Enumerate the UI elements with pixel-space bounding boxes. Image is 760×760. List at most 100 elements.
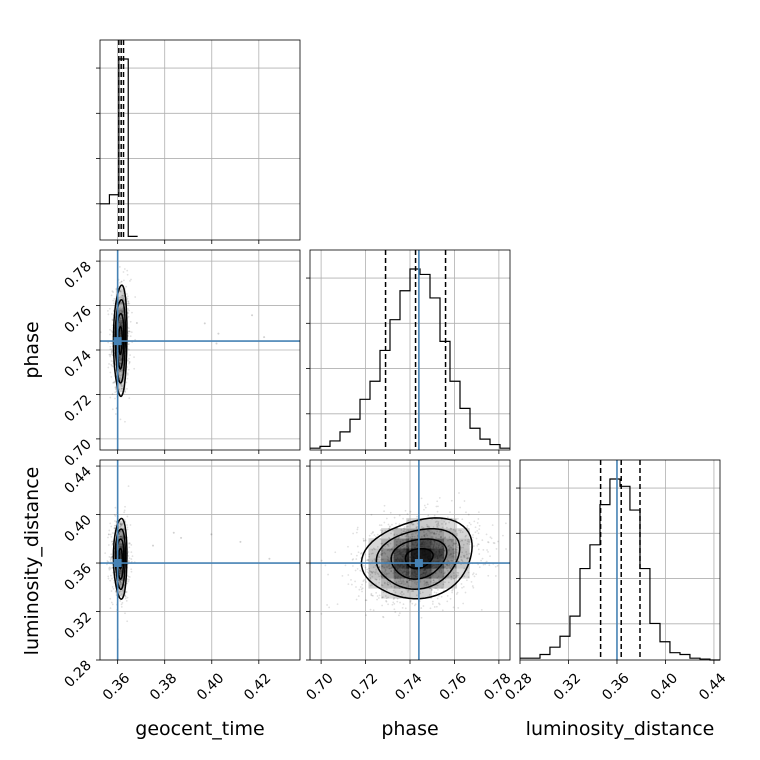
sample-point xyxy=(108,529,111,532)
sample-point xyxy=(122,310,125,313)
sample-point xyxy=(113,526,116,529)
sample-point xyxy=(420,541,422,544)
sample-point xyxy=(120,543,123,546)
sample-point xyxy=(377,573,380,576)
sample-point xyxy=(108,353,111,356)
sample-point xyxy=(448,536,451,539)
x-tick-label-luminosity-distance: 0.32 xyxy=(551,670,584,703)
sample-point xyxy=(400,553,403,556)
sample-point xyxy=(127,559,130,562)
sample-point xyxy=(344,564,347,567)
sample-point xyxy=(423,545,426,548)
sample-point xyxy=(411,535,414,538)
sample-point xyxy=(411,572,413,575)
sample-point xyxy=(372,547,375,550)
sample-point xyxy=(426,503,429,506)
sample-point xyxy=(429,558,431,561)
sample-point xyxy=(424,569,427,572)
y-tick-label-phase: 0.78 xyxy=(61,259,94,292)
sample-point xyxy=(446,569,449,572)
sample-point xyxy=(106,309,109,312)
histogram-geocent-time xyxy=(100,58,138,237)
sample-point xyxy=(436,577,439,579)
sample-point xyxy=(435,592,438,594)
sample-point xyxy=(440,536,442,539)
sample-point xyxy=(505,548,507,550)
sample-point xyxy=(436,530,439,533)
sample-point xyxy=(120,311,123,313)
sample-point xyxy=(408,572,411,575)
sample-point xyxy=(390,567,393,570)
sample-point xyxy=(427,525,430,528)
sample-point xyxy=(123,279,125,282)
sample-point xyxy=(404,550,407,553)
sample-point xyxy=(123,509,126,512)
sample-point xyxy=(110,540,113,543)
sample-point xyxy=(468,557,470,560)
sample-point xyxy=(444,523,447,526)
sample-point xyxy=(382,591,385,594)
sample-point xyxy=(113,381,115,384)
sample-point xyxy=(392,529,394,532)
sample-point xyxy=(119,317,122,320)
sample-point xyxy=(402,548,405,551)
density-cell xyxy=(418,588,432,599)
sample-point xyxy=(396,556,399,559)
sample-point xyxy=(425,571,428,574)
hist-panel-phase xyxy=(309,249,511,451)
sample-point xyxy=(415,544,418,547)
sample-point xyxy=(109,354,112,356)
sample-point xyxy=(390,570,393,573)
sample-point xyxy=(119,324,122,327)
sample-point xyxy=(464,535,467,538)
sample-point xyxy=(388,527,391,530)
sample-point xyxy=(412,523,415,526)
density-cell xyxy=(381,568,395,579)
sample-point xyxy=(122,537,124,540)
sample-point xyxy=(485,533,488,536)
sample-point xyxy=(118,388,121,391)
sample-point xyxy=(114,515,117,517)
sample-point xyxy=(422,529,425,532)
sample-point xyxy=(118,370,121,373)
sample-point xyxy=(412,560,415,563)
y-tick-label-luminosity-distance: 0.28 xyxy=(61,658,94,691)
density-cell xyxy=(406,548,420,559)
sample-point xyxy=(405,535,408,537)
sample-point xyxy=(427,583,430,586)
scatter-panel-geocent-time-phase xyxy=(99,249,301,451)
sample-point xyxy=(415,554,418,557)
density-cell xyxy=(381,588,395,599)
density-cell xyxy=(120,573,126,582)
sample-point xyxy=(422,545,424,547)
sample-point xyxy=(410,571,413,574)
sample-point xyxy=(404,567,406,570)
sample-point xyxy=(130,278,132,281)
sample-point xyxy=(370,570,373,573)
sample-point xyxy=(127,348,130,351)
sample-point xyxy=(444,581,446,584)
sample-point xyxy=(203,322,206,325)
sample-point xyxy=(396,534,398,536)
sample-point xyxy=(121,387,123,390)
sample-point xyxy=(108,307,111,310)
sample-point xyxy=(130,551,133,554)
sample-point xyxy=(437,602,440,605)
sample-point xyxy=(409,556,412,559)
sample-point xyxy=(121,294,123,297)
sample-point xyxy=(425,583,428,585)
sample-point xyxy=(464,591,467,594)
sample-point xyxy=(371,549,374,551)
density-cell xyxy=(406,568,420,579)
sample-point xyxy=(421,542,423,544)
sample-point xyxy=(423,554,426,557)
sample-point xyxy=(432,545,435,548)
sample-point xyxy=(461,539,463,542)
sample-point xyxy=(406,545,408,547)
sample-point xyxy=(463,567,466,570)
sample-point xyxy=(450,578,453,581)
sample-point xyxy=(395,549,398,551)
sample-point xyxy=(482,549,485,551)
sample-point xyxy=(441,587,443,589)
sample-point xyxy=(427,558,430,560)
